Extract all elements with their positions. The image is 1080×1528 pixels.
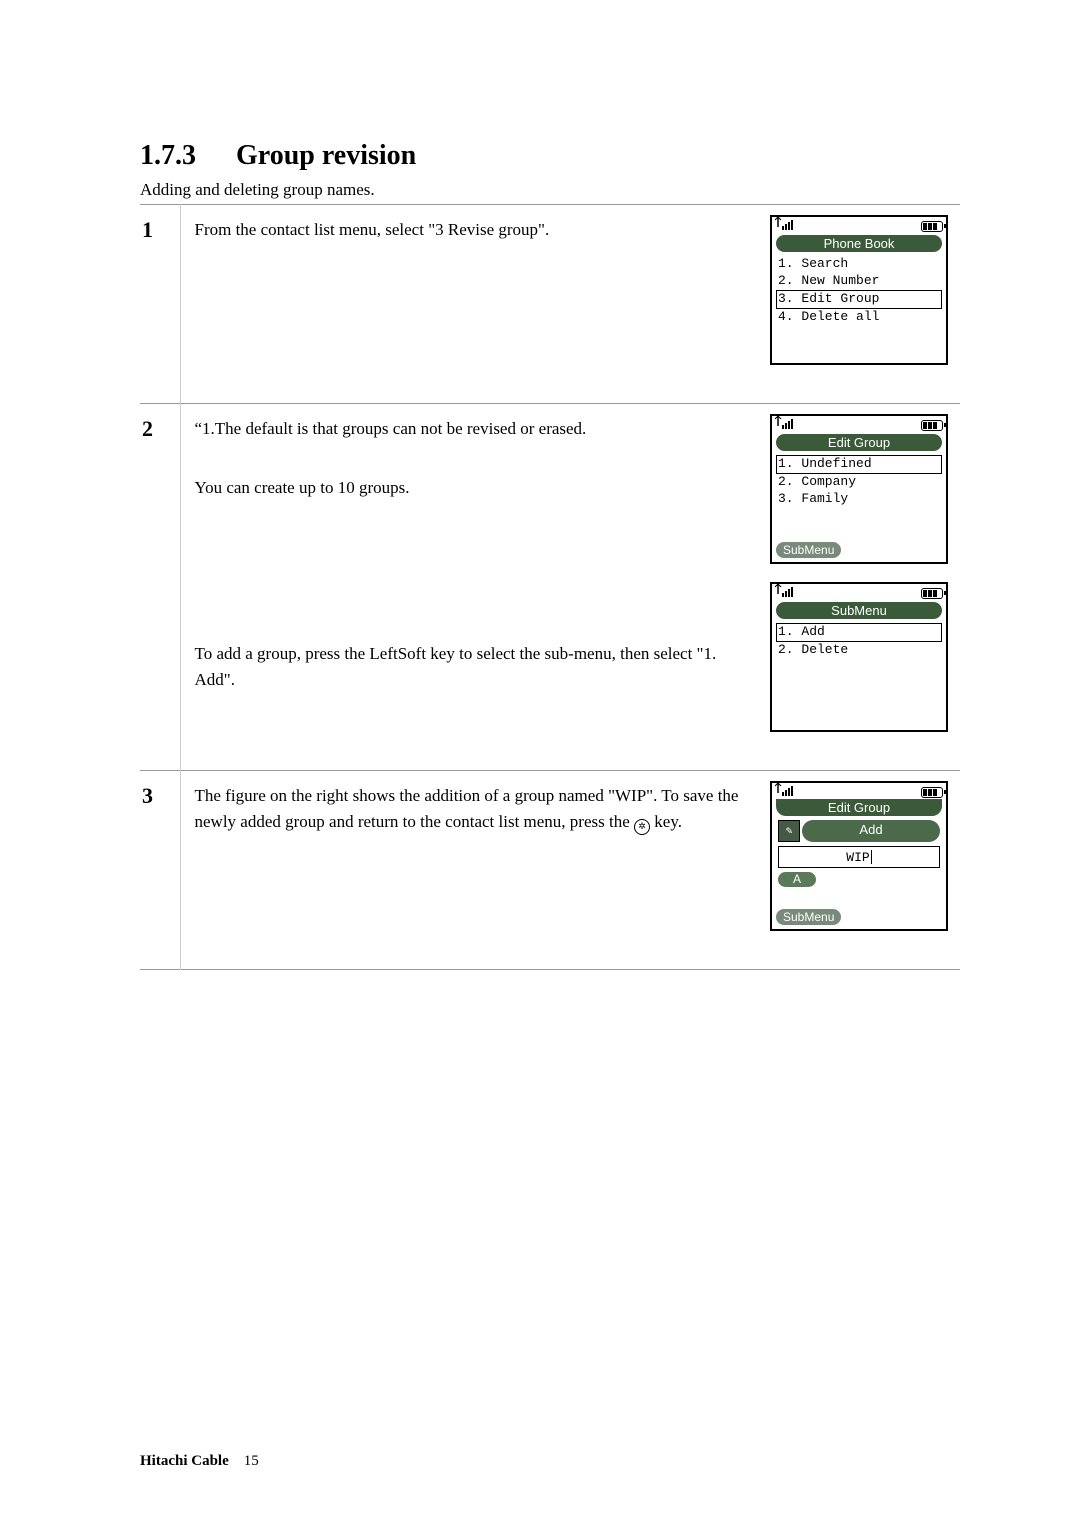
menu-item: 2. Delete	[778, 642, 940, 659]
screen-title: Edit Group	[776, 434, 942, 451]
screen-title: SubMenu	[776, 602, 942, 619]
screen-title: Edit Group	[776, 799, 942, 816]
step-number: 1	[140, 205, 180, 404]
step-content: The figure on the right shows the additi…	[180, 771, 770, 970]
input-mode: A	[778, 872, 816, 887]
add-label: Add	[802, 820, 940, 842]
menu-item: 4. Delete all	[778, 309, 940, 326]
step-screens: Phone Book 1. Search2. New Number3. Edit …	[770, 205, 960, 404]
step-row: 1 From the contact list menu, select "3 R…	[140, 205, 960, 404]
phone-screen: Edit Group ✎Add WIP A SubMenu	[770, 781, 948, 931]
section-number: 1.7.3	[140, 140, 196, 172]
softkey-label: SubMenu	[776, 909, 841, 925]
battery-icon	[921, 420, 943, 431]
signal-icon	[775, 217, 797, 235]
menu-item: 1. Undefined	[776, 455, 942, 474]
battery-icon	[921, 221, 943, 232]
menu-item: 2. Company	[778, 474, 940, 491]
step-content: From the contact list menu, select "3 Re…	[180, 205, 770, 404]
step-number: 3	[140, 771, 180, 970]
step-number: 2	[140, 404, 180, 771]
battery-icon	[921, 787, 943, 798]
steps-table: 1 From the contact list menu, select "3 R…	[140, 204, 960, 970]
input-mode-icon: ✎	[778, 820, 800, 842]
page-footer: Hitachi Cable 15	[140, 1453, 259, 1470]
section-title: Group revision	[236, 140, 416, 171]
menu-item: 1. Add	[776, 623, 942, 642]
center-key-icon: ✲	[634, 819, 650, 835]
screen-title: Phone Book	[776, 235, 942, 252]
signal-icon	[775, 584, 797, 602]
section-heading: 1.7.3 Group revision	[140, 140, 960, 172]
signal-icon	[775, 416, 797, 434]
menu-item: 3. Edit Group	[776, 290, 942, 309]
menu-item: 1. Search	[778, 256, 940, 273]
menu-item: 3. Family	[778, 491, 940, 508]
intro-text: Adding and deleting group names.	[140, 180, 960, 200]
step-text: To add a group, press the LeftSoft key t…	[195, 641, 757, 694]
step-row: 3 The figure on the right shows the addit…	[140, 771, 960, 970]
step-row: 2“1.The default is that groups can not b…	[140, 404, 960, 771]
step-text: From the contact list menu, select "3 Re…	[195, 217, 757, 243]
step-screens: Edit Group 1. Undefined2. Company3. Famil…	[770, 404, 960, 771]
step-text: The figure on the right shows the additi…	[195, 783, 757, 836]
footer-page: 15	[244, 1453, 259, 1469]
group-name-input: WIP	[778, 846, 940, 868]
softkey-label: SubMenu	[776, 542, 841, 558]
phone-screen: SubMenu 1. Add2. Delete	[770, 582, 948, 732]
step-screens: Edit Group ✎Add WIP A SubMenu	[770, 771, 960, 970]
signal-icon	[775, 783, 797, 801]
step-content: “1.The default is that groups can not be…	[180, 404, 770, 771]
phone-screen: Phone Book 1. Search2. New Number3. Edit …	[770, 215, 948, 365]
footer-brand: Hitachi Cable	[140, 1453, 229, 1469]
battery-icon	[921, 588, 943, 599]
phone-screen: Edit Group 1. Undefined2. Company3. Famil…	[770, 414, 948, 564]
menu-item: 2. New Number	[778, 273, 940, 290]
step-text: “1.The default is that groups can not be…	[195, 416, 757, 501]
